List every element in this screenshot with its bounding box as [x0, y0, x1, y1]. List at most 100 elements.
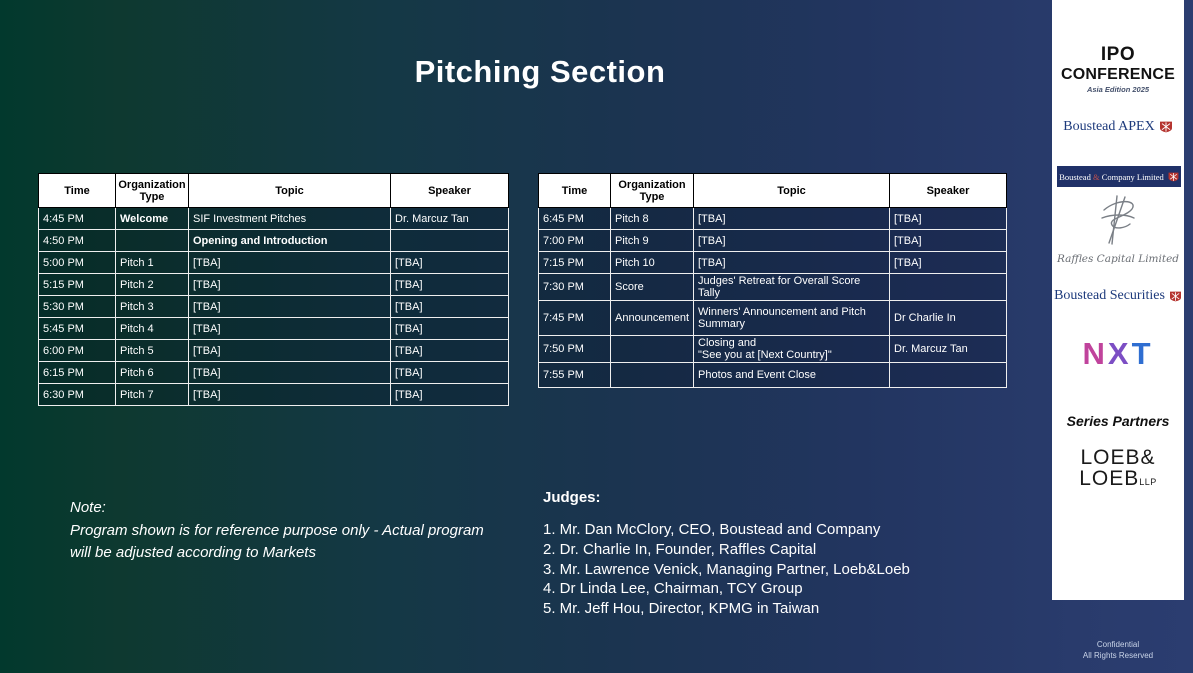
table-cell: [TBA]	[390, 339, 509, 362]
table-header-row: Time Organization Type Topic Speaker	[538, 173, 1007, 208]
table-cell: 6:00 PM	[38, 339, 116, 362]
confidential-footer: Confidential All Rights Reserved	[1052, 640, 1184, 662]
table-cell: 6:30 PM	[38, 383, 116, 406]
table-cell: 5:45 PM	[38, 317, 116, 340]
table-cell: [TBA]	[390, 383, 509, 406]
table-cell: 7:30 PM	[538, 273, 611, 301]
table-row: 6:15 PM Pitch 6 [TBA] [TBA]	[38, 361, 509, 384]
table-cell: [TBA]	[889, 207, 1007, 230]
note-block: Note: Program shown is for reference pur…	[70, 497, 540, 565]
table-cell: SIF Investment Pitches	[188, 207, 391, 230]
table-cell	[390, 229, 509, 252]
table-cell: [TBA]	[188, 251, 391, 274]
nxt-letter: T	[1131, 336, 1154, 371]
boustead-company-logo: Boustead & Company Limited	[1057, 166, 1181, 187]
nxt-logo: NXT	[1052, 336, 1184, 372]
table-row: 4:50 PM Opening and Introduction	[38, 229, 509, 252]
judge-item: 4. Dr Linda Lee, Chairman, TCY Group	[543, 580, 803, 598]
table-cell: Opening and Introduction	[188, 229, 391, 252]
table-cell: Dr. Marcuz Tan	[390, 207, 509, 230]
table-cell: 5:15 PM	[38, 273, 116, 296]
judge-item: 5. Mr. Jeff Hou, Director, KPMG in Taiwa…	[543, 600, 820, 618]
loeb-line2-text: LOEB	[1079, 466, 1140, 490]
table-cell	[610, 335, 694, 363]
boustead-apex-logo: Boustead APEX	[1052, 119, 1184, 135]
loeb-line2: LOEBLLP	[1052, 466, 1184, 490]
table-cell: 4:50 PM	[38, 229, 116, 252]
table-cell: Pitch 1	[115, 251, 189, 274]
table-cell: [TBA]	[188, 339, 391, 362]
column-header: Topic	[188, 173, 391, 208]
judges-heading: Judges:	[543, 489, 601, 506]
table-cell: Pitch 8	[610, 207, 694, 230]
page-title: Pitching Section	[414, 54, 666, 89]
raffles-capital-logo: Raffles Capital Limited	[1052, 194, 1184, 265]
table-cell: Dr Charlie In	[889, 300, 1007, 336]
boustead-crest-icon	[1169, 291, 1181, 301]
table-cell: [TBA]	[390, 295, 509, 318]
table-row: 4:45 PM Welcome SIF Investment Pitches Dr. …	[38, 207, 509, 230]
column-header: Time	[538, 173, 611, 208]
table-cell: [TBA]	[390, 361, 509, 384]
table-cell: Winners' Announcement and Pitch Summary	[693, 300, 890, 336]
judge-item: 2. Dr. Charlie In, Founder, Raffles Capi…	[543, 540, 817, 558]
table-cell: Score	[610, 273, 694, 301]
table-cell: 7:15 PM	[538, 251, 611, 274]
boustead-securities-logo: Boustead Securities	[1052, 288, 1184, 304]
table-cell: Pitch 7	[115, 383, 189, 406]
judges-block: Judges: 1. Mr. Dan McClory, CEO, Boustea…	[543, 489, 983, 619]
judge-item: 1. Mr. Dan McClory, CEO, Boustead and Co…	[543, 521, 881, 538]
note-body: Program shown is for reference purpose o…	[70, 521, 484, 562]
company-label-pre: Boustead	[1059, 171, 1091, 182]
table-cell: Pitch 3	[115, 295, 189, 318]
table-row: 7:50 PM Closing and "See you at [Next Cou…	[538, 335, 1007, 363]
table-row: 5:30 PM Pitch 3 [TBA] [TBA]	[38, 295, 509, 318]
table-cell: 6:15 PM	[38, 361, 116, 384]
table-cell: Pitch 9	[610, 229, 694, 252]
note-heading: Note:	[70, 499, 106, 516]
table-cell: [TBA]	[390, 251, 509, 274]
boustead-crest-icon	[1168, 172, 1179, 181]
table-cell: 5:30 PM	[38, 295, 116, 318]
boustead-securities-label: Boustead Securities	[1054, 288, 1165, 303]
table-header-row: Time Organization Type Topic Speaker	[38, 173, 509, 208]
table-cell: 7:45 PM	[538, 300, 611, 336]
table-cell: 7:50 PM	[538, 335, 611, 363]
table-row: 6:45 PM Pitch 8 [TBA] [TBA]	[538, 207, 1007, 230]
judge-item: 3. Mr. Lawrence Venick, Managing Partner…	[543, 560, 910, 578]
table-row: 6:30 PM Pitch 7 [TBA] [TBA]	[38, 383, 509, 406]
table-cell: [TBA]	[693, 251, 890, 274]
edition-text: Asia Edition 2025	[1086, 85, 1150, 94]
table-cell: [TBA]	[188, 383, 391, 406]
boustead-company-label: Boustead & Company Limited	[1059, 172, 1164, 182]
boustead-apex-label: Boustead APEX	[1063, 119, 1155, 134]
table-cell	[610, 362, 694, 388]
table-cell: [TBA]	[390, 273, 509, 296]
judges-list: 1. Mr. Dan McClory, CEO, Boustead and Co…	[543, 520, 983, 619]
table-row: 5:00 PM Pitch 1 [TBA] [TBA]	[38, 251, 509, 274]
table-cell: [TBA]	[188, 317, 391, 340]
schedule-table-second-half: Time Organization Type Topic Speaker 6:45 P…	[538, 173, 1007, 388]
table-row: 7:15 PM Pitch 10 [TBA] [TBA]	[538, 251, 1007, 274]
table-row: 5:45 PM Pitch 4 [TBA] [TBA]	[38, 317, 509, 340]
raffles-capital-label: Raffles Capital Limited	[1056, 253, 1180, 265]
table-row: 7:00 PM Pitch 9 [TBA] [TBA]	[538, 229, 1007, 252]
table-row: 6:00 PM Pitch 5 [TBA] [TBA]	[38, 339, 509, 362]
table-cell	[889, 273, 1007, 301]
table-cell: 6:45 PM	[538, 207, 611, 230]
conference-logo-text: CONFERENCE	[1060, 66, 1175, 83]
table-row: 5:15 PM Pitch 2 [TBA] [TBA]	[38, 273, 509, 296]
column-header: Topic	[693, 173, 890, 208]
table-cell: [TBA]	[889, 251, 1007, 274]
table-cell: Pitch 10	[610, 251, 694, 274]
table-cell: [TBA]	[390, 317, 509, 340]
table-cell: [TBA]	[693, 229, 890, 252]
table-cell: Pitch 2	[115, 273, 189, 296]
table-row: 7:55 PM Photos and Event Close	[538, 362, 1007, 388]
table-cell: Pitch 5	[115, 339, 189, 362]
company-label-post: Company Limited	[1101, 171, 1164, 182]
raffles-monogram-icon	[1101, 195, 1135, 245]
schedule-table-first-half: Time Organization Type Topic Speaker 4:45 P…	[38, 173, 509, 406]
table-row: 7:45 PM Announcement Winners' Announcement…	[538, 300, 1007, 336]
table-cell: Announcement	[610, 300, 694, 336]
